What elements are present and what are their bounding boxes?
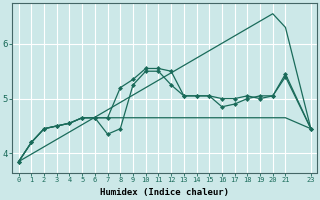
X-axis label: Humidex (Indice chaleur): Humidex (Indice chaleur)	[100, 188, 229, 197]
